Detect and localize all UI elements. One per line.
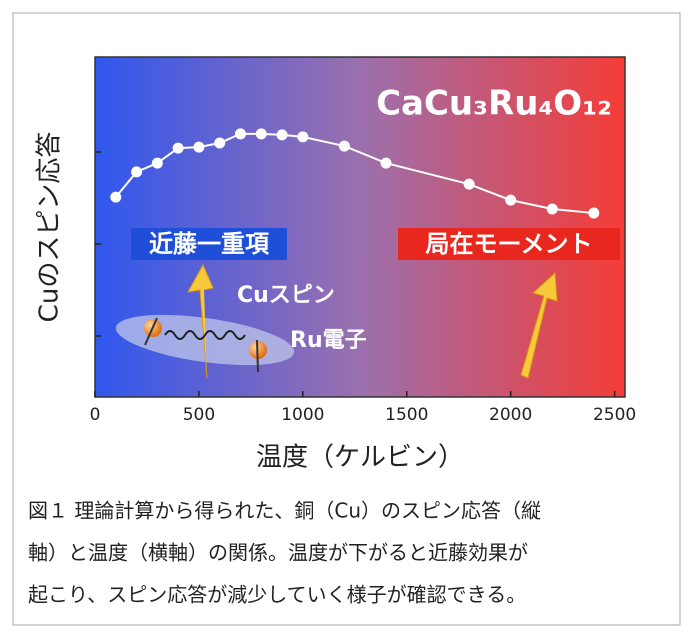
annotation: Cuスピン xyxy=(237,283,335,308)
caption-line: 起こり、スピン応答が減少していく様子が確認できる。 xyxy=(28,583,526,607)
annotation: 局在モーメント xyxy=(425,230,592,258)
annotation: 近藤一重項 xyxy=(149,230,270,258)
data-point xyxy=(214,138,225,149)
data-point xyxy=(152,158,163,169)
data-point xyxy=(131,166,142,177)
chart-title: CaCu₃Ru₄O₁₂ xyxy=(376,84,612,124)
data-point xyxy=(464,179,475,190)
caption-line: 軸）と温度（横軸）の関係。温度が下がると近藤効果が xyxy=(28,541,528,565)
data-point xyxy=(110,192,121,203)
data-point xyxy=(193,142,204,153)
data-point xyxy=(297,131,308,142)
caption-line: 図１ 理論計算から得られた、銅（Cu）のスピン応答（縦 xyxy=(28,499,541,523)
annotation: Ru電子 xyxy=(290,328,367,353)
x-tick-label: 500 xyxy=(183,405,215,425)
x-tick-label: 1500 xyxy=(385,405,428,425)
data-point xyxy=(547,203,558,214)
data-point xyxy=(505,195,516,206)
x-tick-label: 2000 xyxy=(489,405,532,425)
data-point xyxy=(277,129,288,140)
x-tick-label: 2500 xyxy=(593,405,636,425)
data-point xyxy=(173,143,184,154)
x-tick-label: 1000 xyxy=(281,405,324,425)
data-point xyxy=(256,128,267,139)
data-point xyxy=(380,158,391,169)
data-point xyxy=(588,208,599,219)
figure: 近藤一重項 局在モーメント Cuスピン Ru電子 CaCu₃Ru₄O₁₂ 温度（… xyxy=(0,0,693,637)
x-axis-label: 温度（ケルビン） xyxy=(256,443,464,473)
x-tick-label: 0 xyxy=(90,405,101,425)
y-axis-label: Cuのスピン応答 xyxy=(35,132,65,323)
data-point xyxy=(235,128,246,139)
data-point xyxy=(339,141,350,152)
